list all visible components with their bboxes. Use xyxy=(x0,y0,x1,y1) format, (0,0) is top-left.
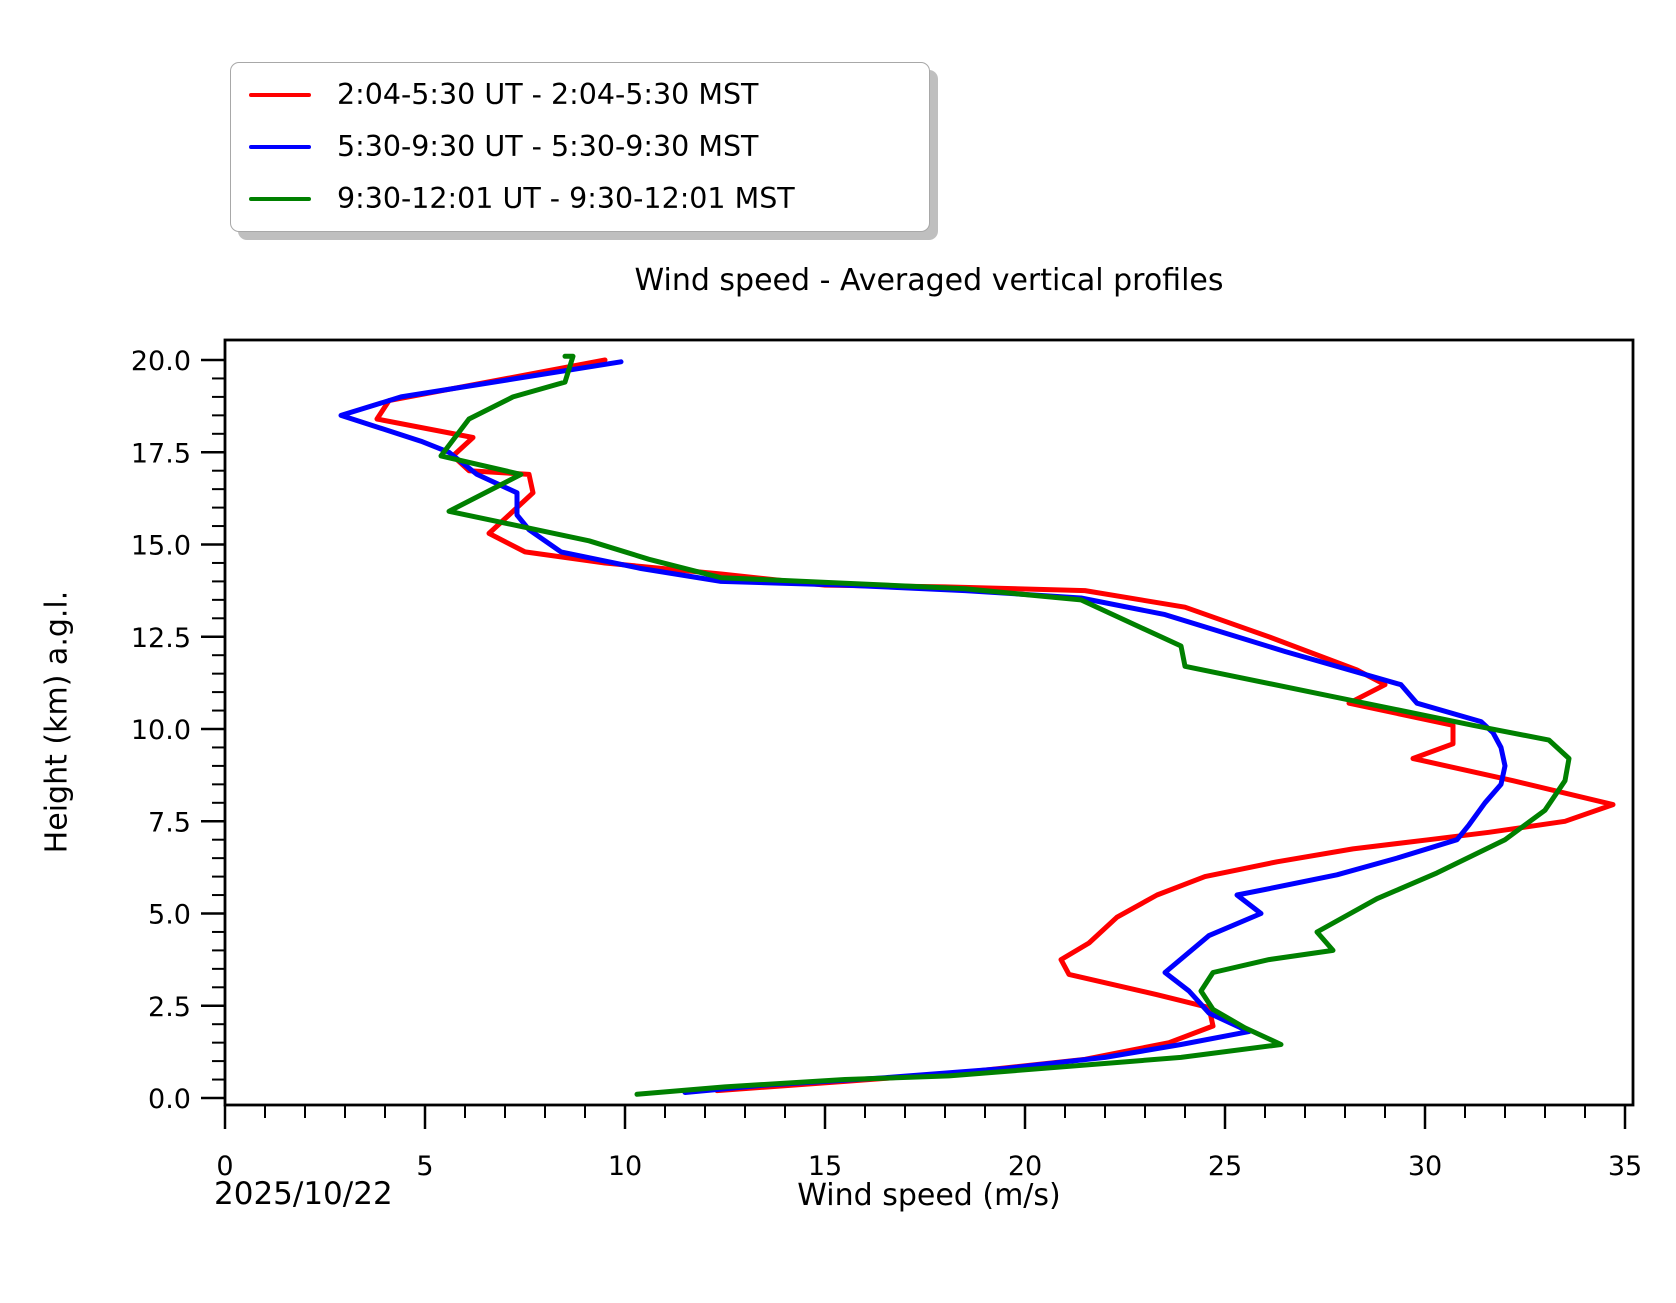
profile-lines xyxy=(338,353,1616,1097)
x-tick-label: 30 xyxy=(1408,1151,1442,1182)
x-tick-label: 10 xyxy=(608,1151,642,1182)
legend-box: 2:04-5:30 UT - 2:04-5:30 MST 5:30-9:30 U… xyxy=(230,62,930,232)
x-tick-label: 35 xyxy=(1608,1151,1642,1182)
legend-item: 5:30-9:30 UT - 5:30-9:30 MST xyxy=(231,129,929,163)
y-tick-label: 17.5 xyxy=(131,438,191,469)
y-axis-label: Height (km) a.g.l. xyxy=(39,590,75,854)
y-tick-label: 7.5 xyxy=(148,807,191,838)
legend-line-blue-icon xyxy=(249,144,311,150)
profile-line xyxy=(338,359,1508,1095)
legend-item: 9:30-12:01 UT - 9:30-12:01 MST xyxy=(231,181,929,215)
profile-line xyxy=(374,357,1616,1094)
x-tick-label: 25 xyxy=(1208,1151,1242,1182)
axes-frame xyxy=(223,338,1635,1107)
y-ticks: 0.0 2.5 5.0 7.5 10.0 12.5 15.0 17.5 20.0 xyxy=(131,346,225,1115)
legend-label: 2:04-5:30 UT - 2:04-5:30 MST xyxy=(337,77,759,111)
x-tick-label: 0 xyxy=(216,1151,233,1182)
y-tick-label: 10.0 xyxy=(131,715,191,746)
y-tick-label: 15.0 xyxy=(131,531,191,562)
legend-label: 9:30-12:01 UT - 9:30-12:01 MST xyxy=(337,181,795,215)
legend-item: 2:04-5:30 UT - 2:04-5:30 MST xyxy=(231,77,929,111)
y-tick-label: 5.0 xyxy=(148,900,191,931)
y-tick-label: 0.0 xyxy=(148,1084,191,1115)
date-label: 2025/10/22 xyxy=(214,1176,393,1212)
x-axis-label: Wind speed (m/s) xyxy=(797,1178,1061,1213)
chart-title: Wind speed - Averaged vertical profiles xyxy=(634,263,1224,298)
y-tick-label: 20.0 xyxy=(131,346,191,377)
legend-line-red-icon xyxy=(249,92,311,98)
y-tick-label: 12.5 xyxy=(131,623,191,654)
y-tick-label: 2.5 xyxy=(148,992,191,1023)
x-ticks: 0 5 10 15 20 25 30 35 xyxy=(216,1105,1642,1182)
x-tick-label: 20 xyxy=(1008,1151,1042,1182)
x-tick-label: 5 xyxy=(416,1151,433,1182)
x-tick-label: 15 xyxy=(808,1151,842,1182)
profile-line xyxy=(438,353,1572,1097)
legend-line-green-icon xyxy=(249,196,311,202)
legend-label: 5:30-9:30 UT - 5:30-9:30 MST xyxy=(337,129,759,163)
